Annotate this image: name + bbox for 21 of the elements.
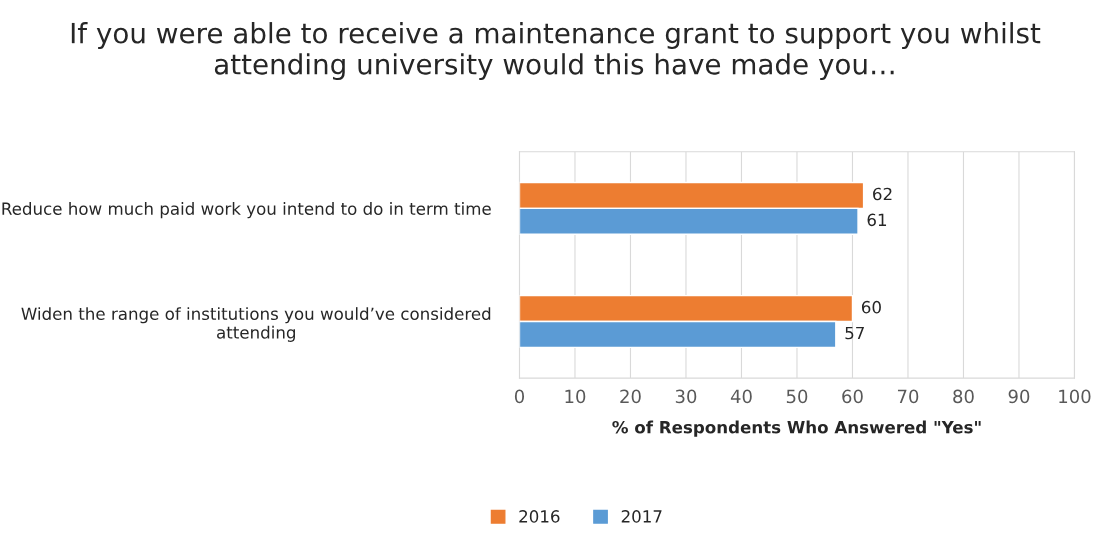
data-label: 61 bbox=[867, 213, 887, 227]
x-tick-label: 10 bbox=[565, 389, 586, 404]
y-tick-label: Widen the range of institutions you would’ve considered attending bbox=[21, 307, 491, 342]
data-label: 60 bbox=[861, 300, 881, 314]
x-tick-label: 40 bbox=[730, 389, 752, 404]
x-tick-label: 60 bbox=[842, 389, 863, 404]
x-axis-title: % of Respondents Who Answered "Yes" bbox=[612, 420, 981, 437]
legend-label: 2016 bbox=[519, 510, 560, 523]
x-tick-label: 70 bbox=[897, 389, 919, 404]
x-tick-label: 20 bbox=[620, 389, 641, 404]
data-label: 62 bbox=[873, 187, 892, 201]
chart-title: If you were able to receive a maintenance grant to support you whilst attending university would this have made you… bbox=[71, 22, 1041, 81]
data-label: 57 bbox=[845, 326, 864, 340]
x-tick-label: 80 bbox=[953, 389, 974, 404]
x-tick-label: 50 bbox=[786, 389, 808, 404]
legend-label: 2017 bbox=[621, 510, 662, 523]
x-tick-label: 30 bbox=[675, 389, 697, 404]
x-tick-label: 100 bbox=[1059, 389, 1091, 404]
x-tick-label: 90 bbox=[1008, 389, 1030, 404]
x-tick-label: 0 bbox=[514, 389, 525, 404]
y-tick-label: Reduce how much paid work you intend to do in term time bbox=[2, 202, 491, 219]
